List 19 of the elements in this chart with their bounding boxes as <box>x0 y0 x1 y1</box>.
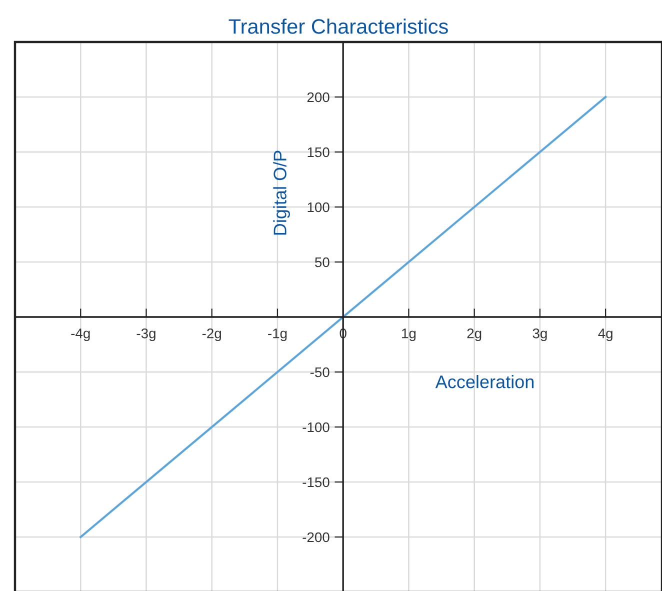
x-axis-title: Acceleration <box>435 375 534 388</box>
x-tick-label: -2g <box>202 328 221 342</box>
y-tick-label: -100 <box>302 422 330 432</box>
x-tick-label: 4g <box>598 328 612 342</box>
y-tick-label: 200 <box>307 92 330 102</box>
y-axis-title: Digital O/P <box>273 150 290 235</box>
x-tick-label: -1g <box>268 328 287 342</box>
x-tick-label: -4g <box>71 328 90 342</box>
y-tick-label: 100 <box>308 202 330 212</box>
y-tick-label: -150 <box>302 477 330 488</box>
chart-title: Transfer Characteristics <box>228 18 448 34</box>
x-tick-label: 1g <box>402 328 416 342</box>
y-tick-label: -200 <box>302 532 330 542</box>
y-tick-label: 150 <box>308 147 330 158</box>
y-tick-label: -50 <box>310 367 330 378</box>
x-tick-label: 2g <box>467 328 482 342</box>
y-tick-label: 50 <box>315 257 330 268</box>
x-tick-label: 3g <box>532 328 547 342</box>
x-tick-label: -3g <box>136 328 156 342</box>
